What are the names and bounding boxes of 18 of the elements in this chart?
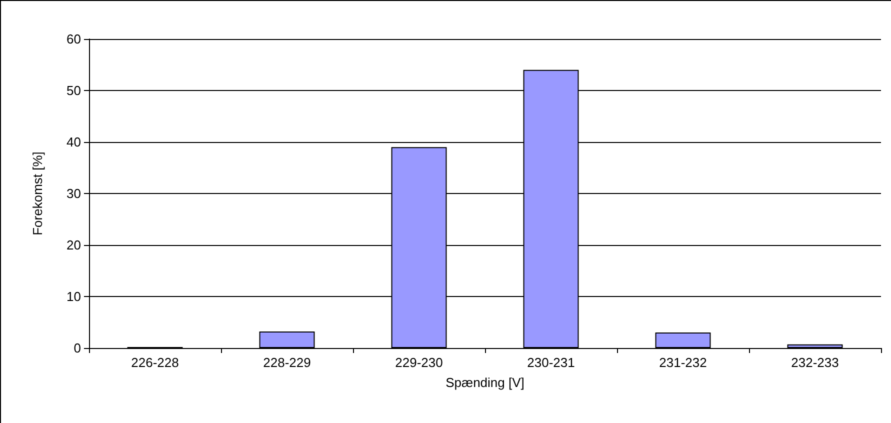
y-tick-label: 10 [66, 289, 81, 304]
x-axis-title: Spænding [V] [446, 375, 524, 390]
y-tick-label: 30 [66, 186, 81, 201]
y-tick-label: 20 [66, 238, 81, 252]
x-tick-label: 226-228 [131, 355, 179, 370]
x-tick-label: 231-232 [659, 355, 707, 370]
bar [655, 332, 711, 348]
x-tick-label: 230-231 [527, 355, 575, 370]
y-axis-title: Forekomst [%] [30, 152, 45, 236]
x-tick-label: 232-233 [791, 355, 839, 370]
bar [259, 332, 315, 348]
x-tick-label: 228-229 [263, 355, 311, 370]
y-tick-label: 50 [66, 83, 81, 98]
y-tick-label: 40 [66, 134, 81, 150]
x-tick-label: 229-230 [395, 355, 443, 370]
y-tick-label: 0 [74, 340, 81, 356]
y-tick-label: 60 [66, 32, 81, 46]
bar [787, 344, 843, 348]
